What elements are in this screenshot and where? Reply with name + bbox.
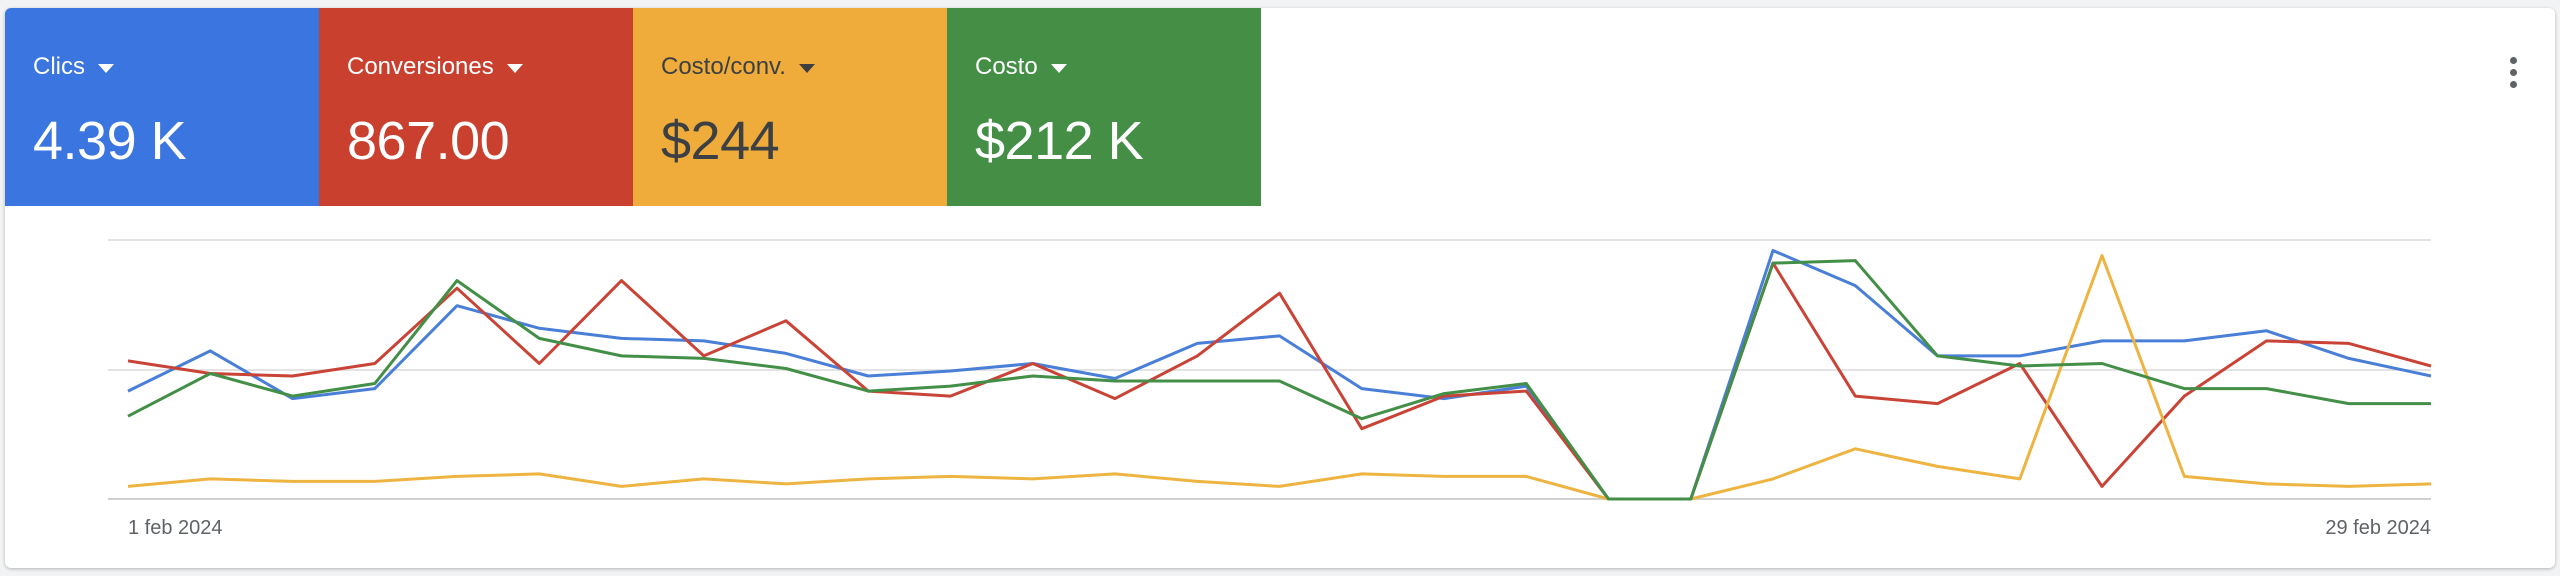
menu-dot — [2509, 68, 2517, 76]
metric-label: Conversiones — [347, 53, 494, 80]
more-vert-icon[interactable] — [2499, 52, 2527, 92]
metric-tile-costo[interactable]: Costo $212 K — [947, 8, 1261, 206]
dropdown-arrow-icon[interactable] — [506, 63, 523, 73]
dropdown-arrow-icon[interactable] — [98, 63, 114, 73]
metric-label: Costo/conv. — [661, 53, 786, 80]
metric-tile-conversiones[interactable]: Conversiones 867.00 — [319, 8, 633, 206]
metric-selector[interactable]: Costo/conv. — [661, 53, 947, 81]
dropdown-arrow-icon[interactable] — [798, 63, 815, 73]
performance-line-chart: 1 feb 2024 29 feb 2024 — [108, 239, 2432, 539]
series-line-costo-conv — [127, 254, 2432, 501]
metric-tile-clics[interactable]: Clics 4.39 K — [5, 8, 319, 206]
metric-label: Clics — [33, 53, 85, 80]
metric-value: $244 — [661, 111, 780, 171]
series-line-costo — [127, 259, 2431, 501]
metric-value: 4.39 K — [33, 111, 187, 171]
metric-value: $212 K — [975, 111, 1144, 171]
gridlines — [108, 239, 2431, 500]
metric-label: Costo — [975, 53, 1038, 80]
x-tick-label-end: 29 feb 2024 — [2325, 517, 2431, 539]
menu-dot — [2509, 80, 2517, 88]
metric-selector[interactable]: Costo — [975, 53, 1261, 81]
metric-selector[interactable]: Conversiones — [347, 53, 633, 81]
performance-card: Clics 4.39 K Conversiones 867.00 Costo/c… — [5, 8, 2555, 568]
metric-tiles: Clics 4.39 K Conversiones 867.00 Costo/c… — [5, 8, 1261, 206]
metric-value: 867.00 — [347, 111, 510, 171]
dropdown-arrow-icon[interactable] — [1050, 63, 1067, 73]
series-lines — [127, 249, 2432, 501]
metric-tile-costo-conv[interactable]: Costo/conv. $244 — [633, 8, 947, 206]
menu-dot — [2509, 56, 2517, 64]
metric-selector[interactable]: Clics — [33, 53, 319, 81]
x-tick-label-start: 1 feb 2024 — [128, 517, 223, 539]
